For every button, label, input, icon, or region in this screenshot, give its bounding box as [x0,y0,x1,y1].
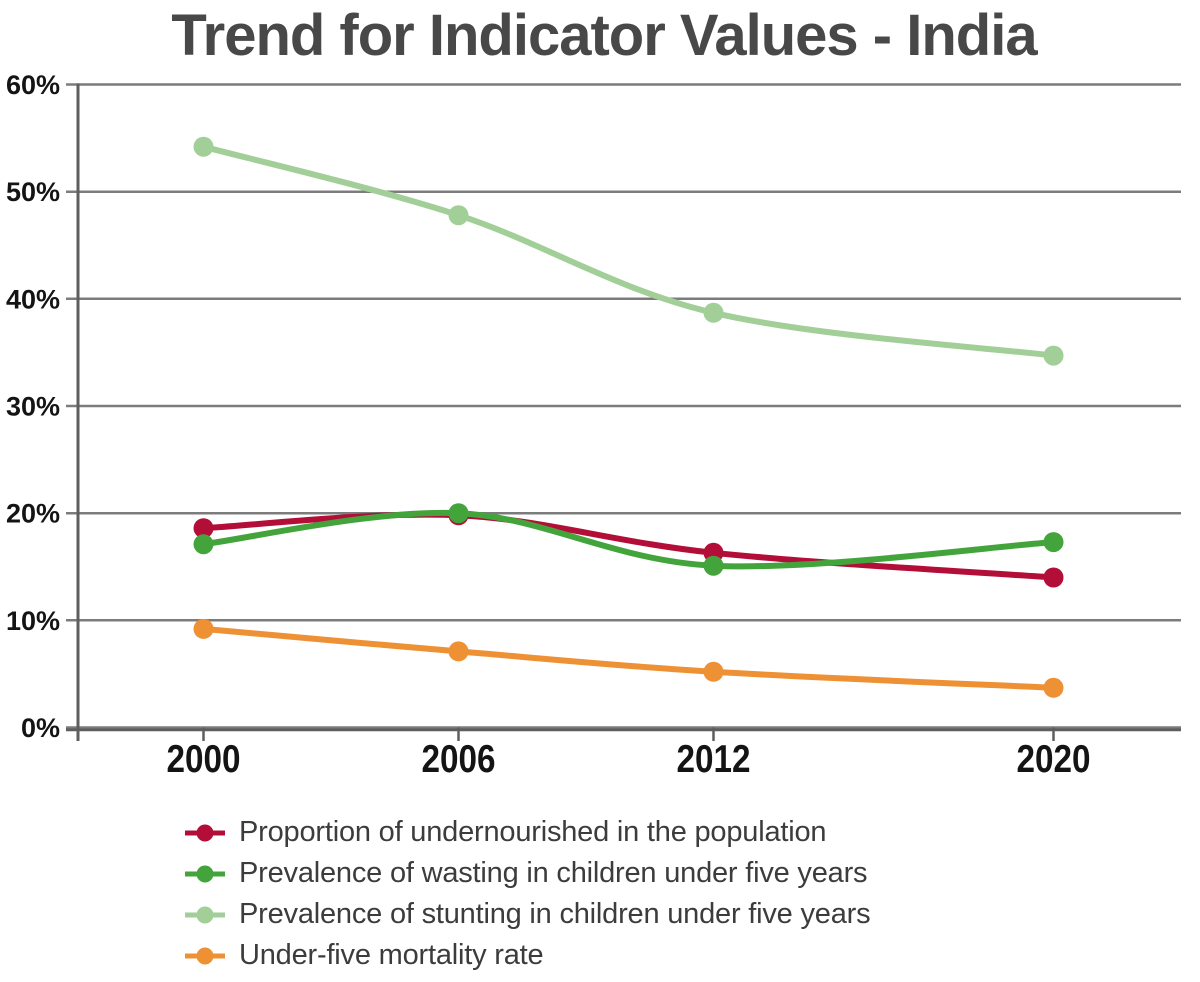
legend-label: Prevalence of stunting in children under… [239,898,871,930]
data-point [1043,567,1064,588]
y-tick-label: 20% [6,499,60,529]
legend-label: Under-five mortality rate [239,939,544,971]
y-tick-label: 50% [6,177,60,207]
legend-series-marker-icon [185,824,225,841]
legend-series-marker-icon [185,906,225,923]
y-tick-label: 30% [6,392,60,422]
data-point [1043,677,1064,698]
x-tick-label: 2000 [167,738,241,781]
data-point [193,618,214,639]
x-tick-label: 2012 [677,738,751,781]
legend-item: Prevalence of stunting in children under… [184,894,871,935]
data-point [193,136,214,157]
data-point [448,641,469,662]
data-point [193,534,214,555]
legend-label: Proportion of undernourished in the popu… [239,816,827,848]
y-tick-label: 10% [6,606,60,636]
data-point [703,302,724,323]
legend-series-marker-icon [185,947,225,964]
y-tick-label: 60% [6,70,60,100]
legend-series-marker-icon [185,865,225,882]
y-tick-label: 0% [21,713,60,743]
legend-label: Prevalence of wasting in children under … [239,857,868,889]
data-point [703,555,724,576]
data-point [703,661,724,682]
series-line-3 [200,625,1057,691]
chart-title: Trend for Indicator Values - India [171,3,1037,68]
y-tick-label: 40% [6,284,60,314]
legend-item: Under-five mortality rate [184,935,870,976]
legend-item: Proportion of undernourished in the popu… [184,812,870,853]
legend: Proportion of undernourished in the popu… [184,812,871,976]
data-point [1043,345,1064,366]
data-point [1043,532,1064,553]
data-point [448,205,469,226]
series-line-1 [200,509,1057,570]
x-tick-label: 2020 [1017,738,1091,781]
x-tick-label: 2006 [422,738,496,781]
data-point [448,503,469,524]
data-point [193,518,214,539]
legend-item: Prevalence of wasting in children under … [184,853,870,894]
series-line-0 [200,511,1057,581]
series-line-2 [200,143,1057,359]
